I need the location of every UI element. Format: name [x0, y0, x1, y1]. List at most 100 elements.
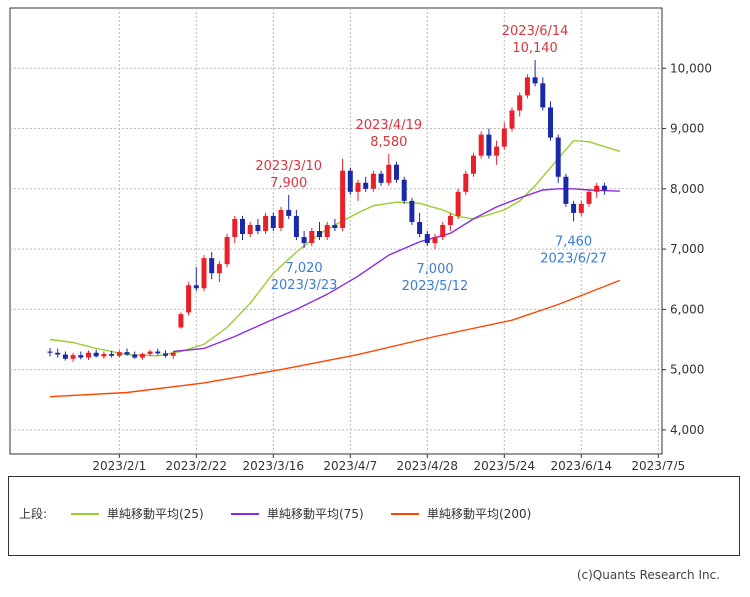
candle-body: [47, 351, 53, 353]
x-tick-label: 2023/7/5: [631, 459, 685, 470]
x-tick-label: 2023/2/1: [92, 459, 146, 470]
y-tick-label: 4,000: [670, 423, 704, 437]
candle-body: [386, 164, 392, 183]
annotation-value: 7,020: [285, 261, 322, 276]
candle-body: [363, 182, 369, 189]
candle-body: [116, 352, 122, 356]
ma-line-ma200: [49, 279, 621, 398]
candle-body: [178, 314, 184, 328]
candle-body: [401, 179, 407, 201]
candle-body: [163, 353, 168, 356]
candle-body: [332, 224, 338, 228]
copyright-footer: (c)Quants Research Inc.: [576, 568, 720, 582]
candle-body: [209, 258, 215, 274]
candle-body: [394, 164, 399, 180]
candle-body: [147, 351, 153, 354]
candle-body: [224, 237, 230, 265]
annotation-value: 7,000: [416, 262, 453, 277]
candle-body: [270, 215, 276, 228]
candle-body: [278, 209, 284, 228]
candle-body: [440, 224, 446, 238]
candle-body: [286, 209, 292, 216]
candle-body: [578, 203, 584, 213]
candle-body: [78, 355, 84, 358]
candle-body: [555, 137, 561, 177]
legend-box: 上段: 単純移動平均(25) 単純移動平均(75) 単純移動平均(200): [8, 476, 740, 556]
candle-body: [62, 354, 68, 359]
candle-body: [501, 128, 507, 147]
candle-body: [455, 191, 461, 216]
annotation-value: 10,140: [512, 41, 558, 56]
x-tick-label: 2023/6/14: [551, 459, 613, 470]
legend-item-ma25: 単純移動平均(25): [71, 505, 204, 522]
ma-line-ma75: [173, 188, 620, 353]
x-tick-label: 2023/4/7: [323, 459, 377, 470]
y-tick-label: 7,000: [670, 242, 704, 256]
candle-body: [478, 134, 484, 156]
plot-area: [9, 7, 663, 455]
candle-body: [532, 77, 538, 84]
candle-body: [355, 182, 361, 192]
candle-body: [432, 237, 438, 244]
candle-body: [101, 353, 107, 357]
candle-body: [601, 185, 607, 191]
annotation-date: 2023/6/27: [540, 251, 607, 266]
annotation-date: 2023/5/12: [402, 279, 469, 294]
candle-body: [55, 352, 61, 355]
candle-body: [571, 203, 577, 213]
candle-body: [263, 215, 269, 231]
annotation-value: 8,580: [370, 135, 407, 150]
candle-body: [340, 170, 346, 228]
legend-line-ma75: [231, 512, 259, 515]
annotation-date: 2023/3/23: [271, 278, 338, 293]
legend-item-ma75: 単純移動平均(75): [231, 505, 364, 522]
candle-body: [463, 173, 469, 192]
y-tick-label: 5,000: [670, 363, 704, 377]
y-tick-label: 8,000: [670, 182, 704, 196]
candle-body: [594, 185, 600, 192]
candle-body: [548, 107, 553, 138]
candle-body: [186, 285, 192, 313]
candle-body: [193, 285, 199, 289]
candle-body: [201, 258, 207, 289]
candle-body: [216, 264, 222, 274]
y-tick-label: 10,000: [670, 61, 712, 75]
candle-body: [509, 110, 515, 129]
legend-item-ma200: 単純移動平均(200): [391, 505, 531, 522]
candle-body: [409, 200, 415, 222]
annotation-value: 7,460: [555, 234, 592, 249]
candle-body: [309, 231, 315, 244]
candle-body: [109, 353, 115, 356]
candle-body: [517, 95, 523, 111]
candle-body: [293, 215, 299, 238]
candle-body: [255, 224, 261, 231]
annotation-date: 2023/3/10: [255, 159, 322, 174]
candle-body: [586, 191, 592, 204]
legend-label-ma200: 単純移動平均(200): [427, 507, 532, 521]
candle-body: [247, 224, 253, 235]
annotation-value: 7,900: [270, 176, 307, 191]
legend-prefix: 上段:: [19, 507, 48, 521]
candle-body: [317, 231, 322, 238]
candle-body: [301, 237, 307, 244]
candle-body: [494, 146, 500, 156]
y-tick-label: 9,000: [670, 122, 704, 136]
candle-body: [232, 218, 238, 238]
annotation-date: 2023/4/19: [355, 118, 422, 133]
candle-body: [486, 134, 492, 156]
candle-body: [324, 224, 330, 238]
candle-body: [563, 176, 569, 204]
candle-body: [424, 234, 430, 244]
candle-body: [240, 218, 245, 235]
legend-line-ma200: [391, 512, 419, 515]
legend-label-ma75: 単純移動平均(75): [267, 507, 364, 521]
candle-body: [170, 352, 176, 356]
x-tick-label: 2023/2/22: [166, 459, 228, 470]
candle-body: [124, 352, 130, 355]
legend-label-ma25: 単純移動平均(25): [107, 507, 204, 521]
candle-body: [524, 77, 530, 96]
candle-body: [93, 352, 99, 357]
candle-body: [86, 352, 91, 358]
legend-line-ma25: [71, 512, 99, 515]
annotation-date: 2023/6/14: [502, 24, 569, 39]
